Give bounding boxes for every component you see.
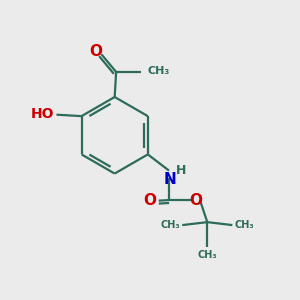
Text: H: H <box>176 164 187 177</box>
Text: CH₃: CH₃ <box>197 250 217 260</box>
Text: CH₃: CH₃ <box>160 220 180 230</box>
Text: N: N <box>163 172 176 187</box>
Text: HO: HO <box>31 107 54 121</box>
Text: CH₃: CH₃ <box>235 220 254 230</box>
Text: O: O <box>90 44 103 59</box>
Text: O: O <box>189 193 202 208</box>
Text: CH₃: CH₃ <box>148 66 170 76</box>
Text: O: O <box>143 193 156 208</box>
